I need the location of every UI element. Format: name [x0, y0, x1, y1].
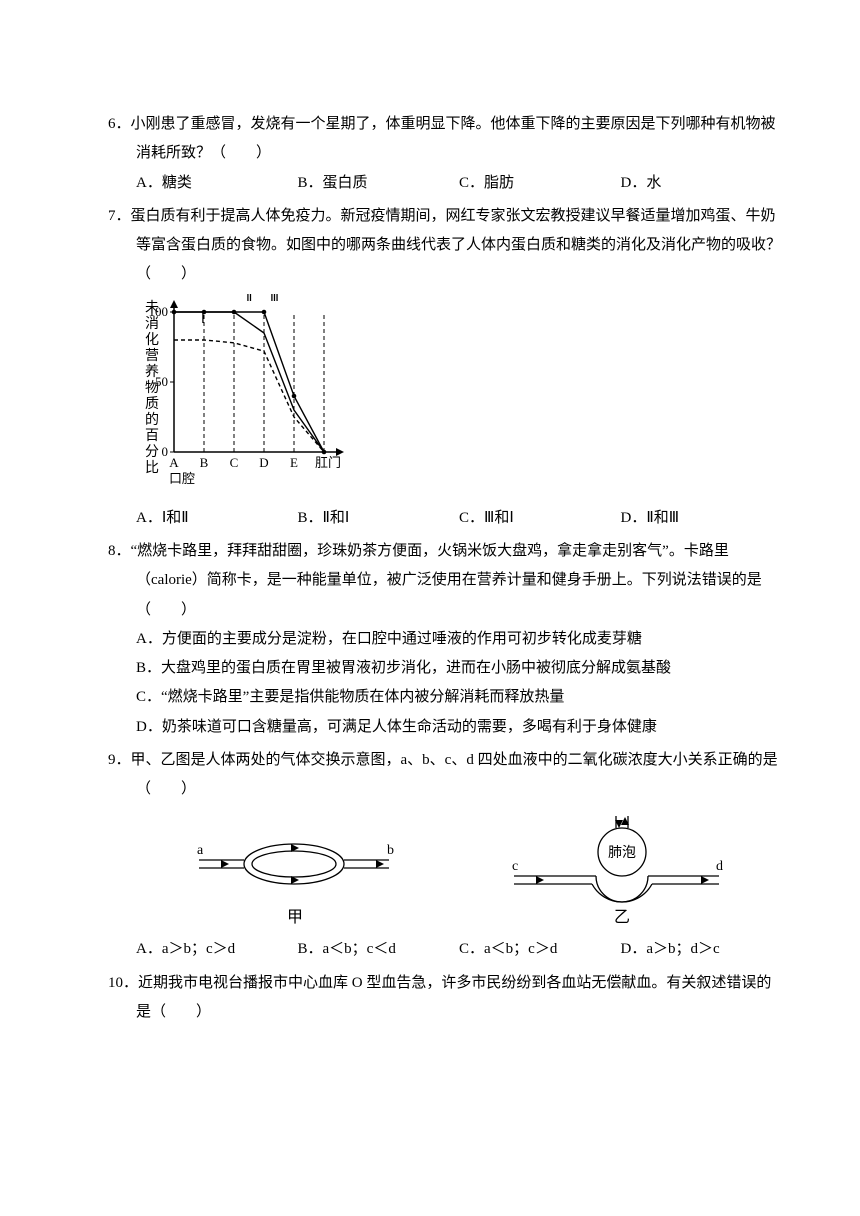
q8-opt-b: B．大盘鸡里的蛋白质在胃里被胃液初步消化，进而在小肠中被彻底分解成氨基酸 — [136, 654, 782, 683]
svg-text:比: 比 — [145, 460, 159, 476]
question-6: 6．小刚患了重感冒，发烧有一个星期了，体重明显下降。他体重下降的主要原因是下列哪… — [108, 110, 782, 198]
question-7: 7．蛋白质有利于提高人体免疫力。新冠疫情期间，网红专家张文宏教授建议早餐适量增加… — [108, 202, 782, 533]
q9-stem: 9．甲、乙图是人体两处的气体交换示意图，a、b、c、d 四处血液中的二氧化碳浓度… — [108, 746, 782, 805]
svg-text:分: 分 — [145, 444, 159, 460]
q8-opt-c: C．“燃烧卡路里”主要是指供能物质在体内被分解消耗而释放热量 — [136, 683, 782, 712]
svg-text:B: B — [200, 455, 209, 470]
q7-stem: 7．蛋白质有利于提高人体免疫力。新冠疫情期间，网红专家张文宏教授建议早餐适量增加… — [108, 202, 782, 290]
svg-text:C: C — [230, 455, 239, 470]
svg-text:甲: 甲 — [287, 909, 303, 926]
svg-text:肛门: 肛门 — [315, 455, 341, 470]
q10-stem: 10．近期我市电视台播报市中心血库 O 型血告急，许多市民纷纷到各血站无偿献血。… — [108, 969, 782, 1028]
svg-text:口腔: 口腔 — [169, 471, 195, 486]
q7-opt-c: C．Ⅲ和Ⅰ — [459, 504, 621, 533]
svg-text:Ⅲ: Ⅲ — [270, 294, 279, 304]
q7-text: 蛋白质有利于提高人体免疫力。新冠疫情期间，网红专家张文宏教授建议早餐适量增加鸡蛋… — [131, 208, 782, 283]
q8-opt-a: A．方便面的主要成分是淀粉，在口腔中通过唾液的作用可初步转化成麦芽糖 — [136, 625, 782, 654]
svg-text:a: a — [197, 843, 204, 858]
svg-text:b: b — [387, 843, 394, 858]
q7-opt-a: A．Ⅰ和Ⅱ — [136, 504, 298, 533]
question-10: 10．近期我市电视台播报市中心血库 O 型血告急，许多市民纷纷到各血站无偿献血。… — [108, 969, 782, 1028]
q6-opt-a: A．糖类 — [136, 169, 298, 198]
q9-number: 9． — [108, 752, 131, 768]
svg-text:0: 0 — [162, 444, 169, 459]
svg-text:质: 质 — [145, 396, 159, 412]
q6-text: 小刚患了重感冒，发烧有一个星期了，体重明显下降。他体重下降的主要原因是下列哪种有… — [131, 116, 776, 161]
question-8: 8．“燃烧卡路里，拜拜甜甜圈，珍珠奶茶方便面，火锅米饭大盘鸡，拿走拿走别客气”。… — [108, 537, 782, 742]
svg-text:100: 100 — [149, 304, 169, 319]
svg-text:的: 的 — [145, 412, 159, 428]
digestion-chart: 未消化营养物质的百分比050100ABCDE肛门口腔ⅠⅡⅢ — [136, 294, 361, 489]
q6-number: 6． — [108, 116, 131, 132]
q9-text: 甲、乙图是人体两处的气体交换示意图，a、b、c、d 四处血液中的二氧化碳浓度大小… — [131, 752, 778, 797]
q7-options: A．Ⅰ和Ⅱ B．Ⅱ和Ⅰ C．Ⅲ和Ⅰ D．Ⅱ和Ⅲ — [108, 504, 782, 533]
question-9: 9．甲、乙图是人体两处的气体交换示意图，a、b、c、d 四处血液中的二氧化碳浓度… — [108, 746, 782, 965]
q6-opt-b: B．蛋白质 — [298, 169, 460, 198]
q8-opt-d: D．奶茶味道可口含糖量高，可满足人体生命活动的需要，多喝有利于身体健康 — [136, 713, 782, 742]
q9-options: A．a＞b；c＞d B．a＜b；c＜d C．a＜b；c＞d D．a＞b；d＞c — [108, 935, 782, 964]
q10-number: 10． — [108, 975, 138, 991]
q8-text: “燃烧卡路里，拜拜甜甜圈，珍珠奶茶方便面，火锅米饭大盘鸡，拿走拿走别客气”。卡路… — [131, 543, 762, 618]
tissue-exchange-diagram: a b 甲 — [189, 814, 399, 929]
alveolus-exchange-diagram: 肺泡 c d 乙 — [504, 814, 729, 929]
q8-stem: 8．“燃烧卡路里，拜拜甜甜圈，珍珠奶茶方便面，火锅米饭大盘鸡，拿走拿走别客气”。… — [108, 537, 782, 625]
q7-opt-b: B．Ⅱ和Ⅰ — [298, 504, 460, 533]
q6-stem: 6．小刚患了重感冒，发烧有一个星期了，体重明显下降。他体重下降的主要原因是下列哪… — [108, 110, 782, 169]
svg-text:d: d — [716, 859, 723, 874]
q10-text: 近期我市电视台播报市中心血库 O 型血告急，许多市民纷纷到各血站无偿献血。有关叙… — [136, 975, 771, 1020]
q9-opt-d: D．a＞b；d＞c — [621, 935, 783, 964]
svg-text:百: 百 — [145, 428, 159, 444]
q6-options: A．糖类 B．蛋白质 C．脂肪 D．水 — [108, 169, 782, 198]
svg-text:E: E — [290, 455, 298, 470]
q9-diagrams: a b 甲 肺泡 c d 乙 — [108, 814, 782, 929]
svg-text:营: 营 — [145, 348, 159, 364]
q6-opt-d: D．水 — [621, 169, 783, 198]
svg-text:A: A — [169, 455, 179, 470]
q7-chart: 未消化营养物质的百分比050100ABCDE肛门口腔ⅠⅡⅢ — [136, 294, 782, 500]
q9-opt-b: B．a＜b；c＜d — [298, 935, 460, 964]
q9-opt-a: A．a＞b；c＞d — [136, 935, 298, 964]
q7-number: 7． — [108, 208, 131, 224]
svg-text:肺泡: 肺泡 — [608, 845, 636, 861]
svg-text:Ⅱ: Ⅱ — [246, 294, 252, 304]
svg-text:Ⅰ: Ⅰ — [201, 311, 205, 326]
q8-options: A．方便面的主要成分是淀粉，在口腔中通过唾液的作用可初步转化成麦芽糖 B．大盘鸡… — [108, 625, 782, 742]
svg-text:化: 化 — [145, 332, 159, 348]
q6-opt-c: C．脂肪 — [459, 169, 621, 198]
svg-text:50: 50 — [155, 374, 168, 389]
q8-number: 8． — [108, 543, 131, 559]
q9-opt-c: C．a＜b；c＞d — [459, 935, 621, 964]
svg-text:乙: 乙 — [614, 909, 630, 926]
svg-text:D: D — [259, 455, 268, 470]
q7-opt-d: D．Ⅱ和Ⅲ — [621, 504, 783, 533]
svg-text:c: c — [512, 859, 518, 874]
